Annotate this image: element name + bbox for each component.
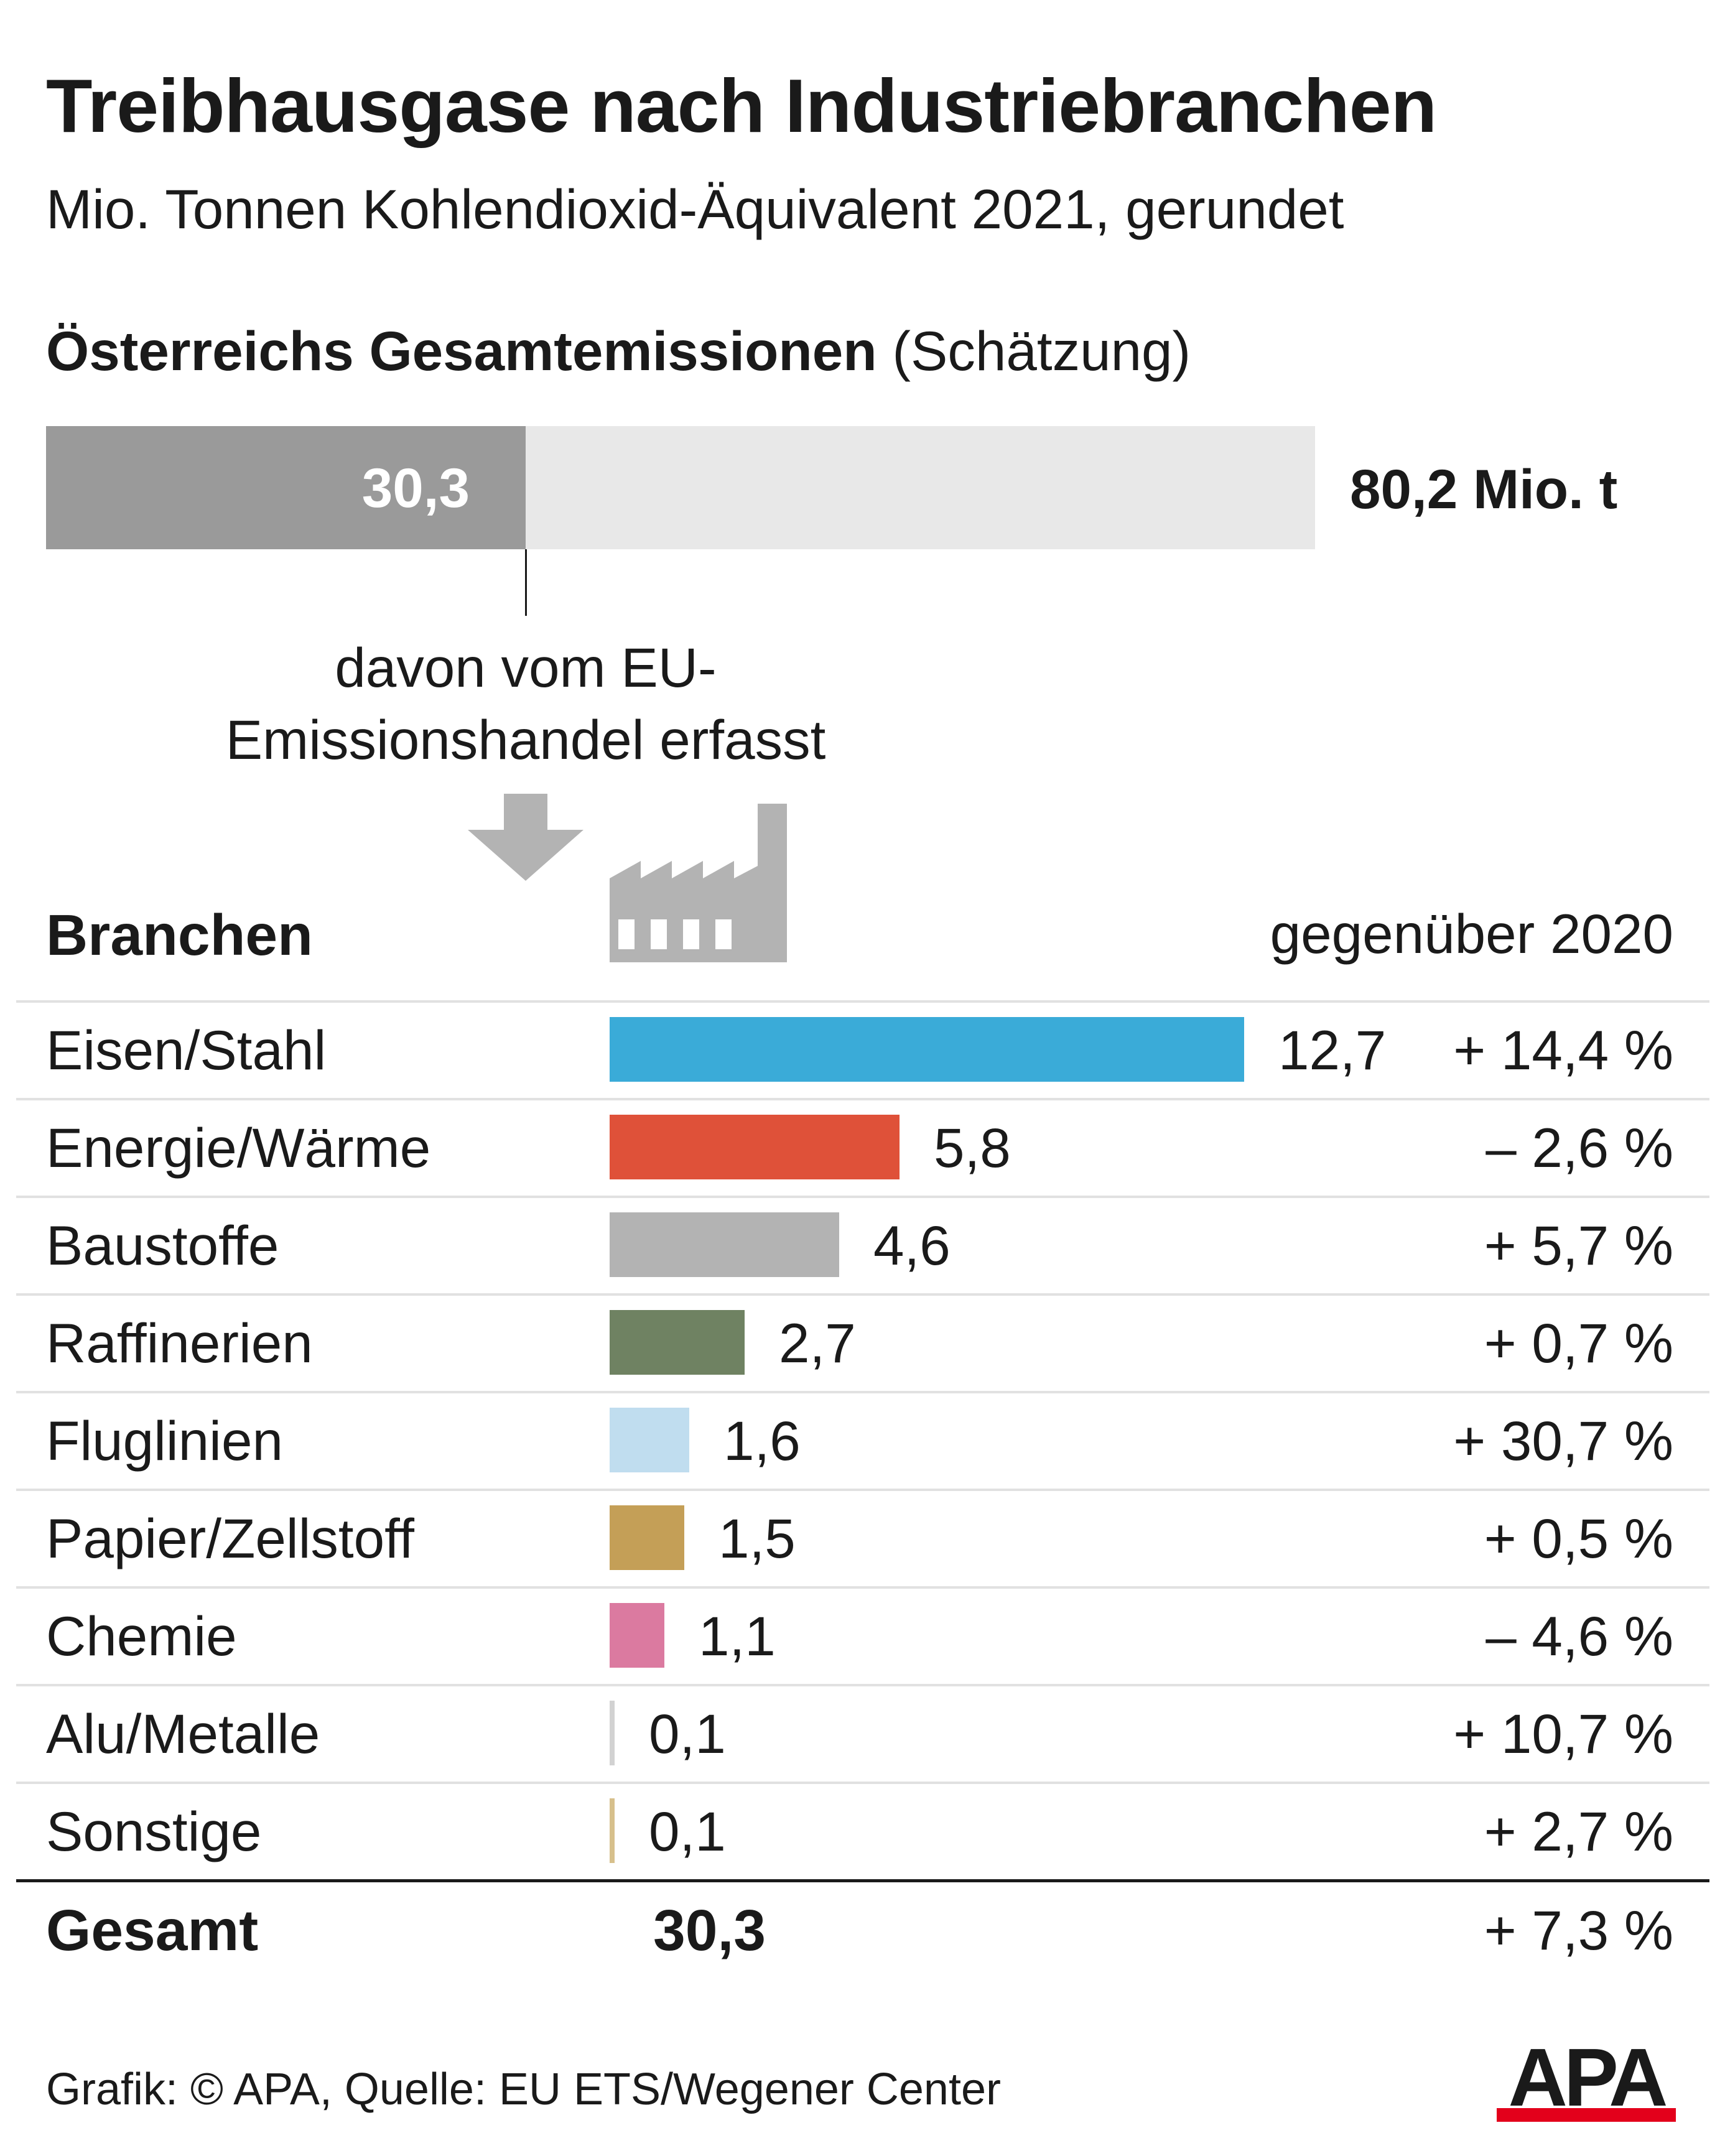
bar-value-label: 4,6 [873, 1214, 951, 1276]
total-heading-bold: Österreichs Gesamtemissionen [46, 320, 877, 382]
row-divider [16, 1098, 1709, 1100]
annotation-tick [525, 549, 527, 616]
source-footer: Grafik: © APA, Quelle: EU ETS/Wegener Ce… [46, 2065, 1001, 2114]
bar-value-label: 5,8 [934, 1117, 1011, 1179]
total-heading: Österreichs Gesamtemissionen (Schätzung) [46, 319, 1191, 383]
factory-icon [610, 804, 787, 962]
bar-value-label: 1,6 [723, 1410, 801, 1472]
row-divider [16, 1782, 1709, 1784]
category-label: Fluglinien [46, 1410, 283, 1472]
total-heading-note: (Schätzung) [892, 320, 1191, 382]
chart-title: Treibhausgase nach Industriebranchen [46, 63, 1437, 148]
apa-logo: APA [1497, 2043, 1676, 2123]
row-divider [16, 1196, 1709, 1198]
bar-value-label: 1,5 [718, 1507, 796, 1569]
change-label: + 0,7 % [1484, 1312, 1673, 1374]
total-divider [16, 1879, 1709, 1882]
category-label: Chemie [46, 1605, 237, 1667]
column-header-change: gegenüber 2020 [1270, 903, 1673, 965]
row-divider [16, 1586, 1709, 1589]
category-label: Raffinerien [46, 1312, 313, 1374]
bar-value-label: 12,7 [1278, 1019, 1387, 1081]
bar-value-label: 0,1 [649, 1800, 726, 1862]
row-divider [16, 1489, 1709, 1491]
bar-value-label: 1,1 [699, 1605, 776, 1667]
column-header-branchen: Branchen [46, 903, 313, 967]
change-label: + 0,5 % [1484, 1507, 1673, 1569]
change-label: + 5,7 % [1484, 1214, 1673, 1276]
change-label: – 2,6 % [1486, 1117, 1673, 1179]
bar [610, 1408, 689, 1472]
bar [610, 1310, 745, 1375]
change-label: + 30,7 % [1453, 1410, 1673, 1472]
bar-value-label: 0,1 [649, 1703, 726, 1765]
gesamt-label: Gesamt [46, 1898, 259, 1963]
row-divider [16, 1391, 1709, 1393]
bar [610, 1701, 615, 1765]
gesamt-value: 30,3 [653, 1898, 766, 1963]
change-label: + 14,4 % [1453, 1019, 1673, 1081]
category-label: Alu/Metalle [46, 1703, 320, 1765]
arrow-down-icon [468, 794, 584, 881]
bar [610, 1115, 900, 1179]
chart-subtitle: Mio. Tonnen Kohlendioxid-Äquivalent 2021… [46, 178, 1344, 240]
category-label: Energie/Wärme [46, 1117, 431, 1179]
category-label: Baustoffe [46, 1214, 279, 1276]
change-label: + 10,7 % [1453, 1703, 1673, 1765]
ets-share-value: 30,3 [361, 457, 470, 519]
bar [610, 1212, 839, 1277]
change-label: – 4,6 % [1486, 1605, 1673, 1667]
bar-value-label: 2,7 [779, 1312, 856, 1374]
row-divider [16, 1000, 1709, 1003]
category-label: Sonstige [46, 1800, 262, 1862]
bar [610, 1798, 615, 1863]
change-label: + 2,7 % [1484, 1800, 1673, 1862]
category-label: Papier/Zellstoff [46, 1507, 414, 1569]
bar [610, 1017, 1244, 1082]
row-divider [16, 1684, 1709, 1686]
category-label: Eisen/Stahl [46, 1019, 327, 1081]
ets-annotation: davon vom EU-Emissionshandel erfasst [225, 636, 826, 771]
row-divider [16, 1293, 1709, 1296]
gesamt-change: + 7,3 % [1484, 1899, 1673, 1961]
ets-share-bar [46, 426, 526, 549]
total-emissions-value: 80,2 Mio. t [1350, 458, 1618, 520]
bar [610, 1603, 664, 1668]
bar [610, 1505, 684, 1570]
